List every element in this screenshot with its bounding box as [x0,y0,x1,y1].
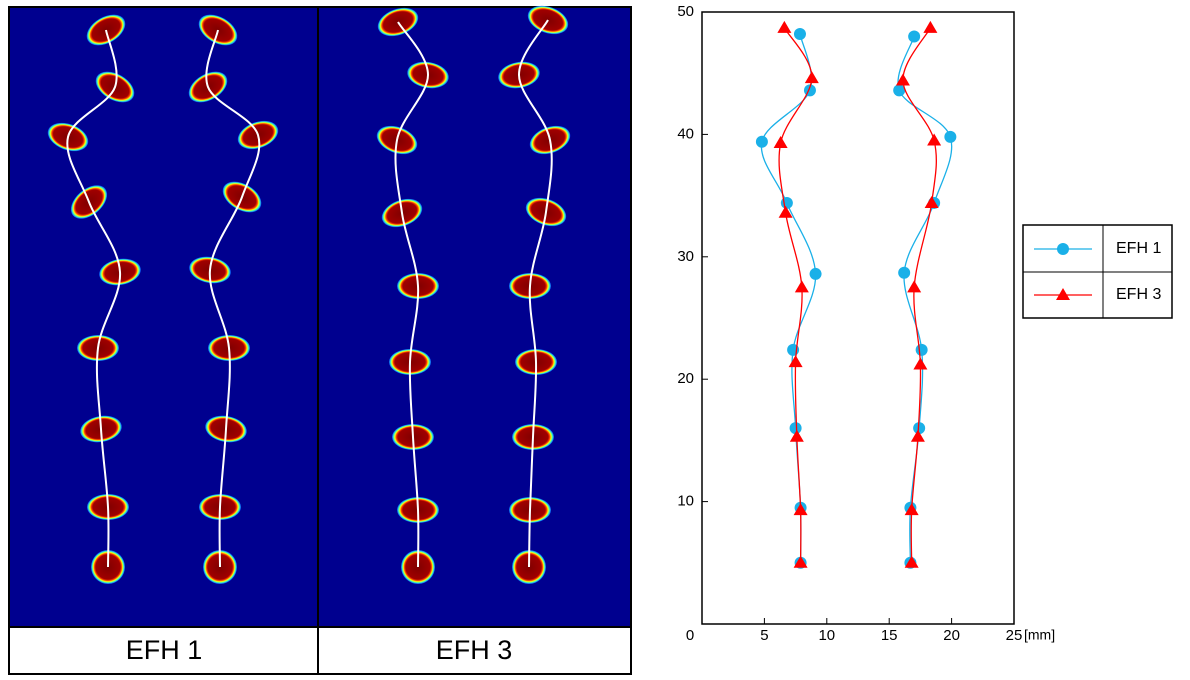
panel-background [318,8,630,627]
simulation-panels: EFH 1 EFH 3 [9,1,631,674]
series-line [903,28,936,563]
panel-background [10,8,318,627]
marker [794,28,806,40]
marker [944,131,956,143]
marker [913,358,927,370]
legend-label: EFH 1 [1116,240,1161,257]
y-tick-label: 40 [677,125,694,142]
x-tick-label: 25 [1006,627,1023,644]
marker [1057,243,1069,255]
plot-frame [702,12,1014,624]
marker [789,355,803,367]
series-line [761,34,815,563]
legend [1023,225,1172,318]
marker [781,197,793,209]
marker [907,280,921,292]
marker [898,267,910,279]
marker [810,268,822,280]
marker [777,21,791,33]
marker [756,136,768,148]
marker [774,136,788,148]
marker [927,134,941,146]
x-tick-label: 5 [760,627,768,644]
marker [795,280,809,292]
x-tick-label: 15 [881,627,898,644]
legend-label: EFH 3 [1116,286,1161,303]
marker [805,71,819,83]
x-tick-label: 0 [686,627,694,644]
panel-caption: EFH 3 [436,635,513,665]
series-line [898,36,952,562]
marker [916,344,928,356]
x-axis-label: [mm] [1024,627,1055,643]
x-tick-label: 10 [818,627,835,644]
y-tick-label: 20 [677,370,694,387]
panel-caption: EFH 1 [126,635,203,665]
y-tick-label: 30 [677,248,694,265]
marker [923,21,937,33]
figure: EFH 1 EFH 3 10 20 30 40 50 0 5 10 15 20 25[mm] EFH … [0,0,1190,675]
marker [908,30,920,42]
y-tick-label: 50 [677,3,694,20]
x-tick-label: 20 [943,627,960,644]
y-tick-label: 10 [677,493,694,510]
